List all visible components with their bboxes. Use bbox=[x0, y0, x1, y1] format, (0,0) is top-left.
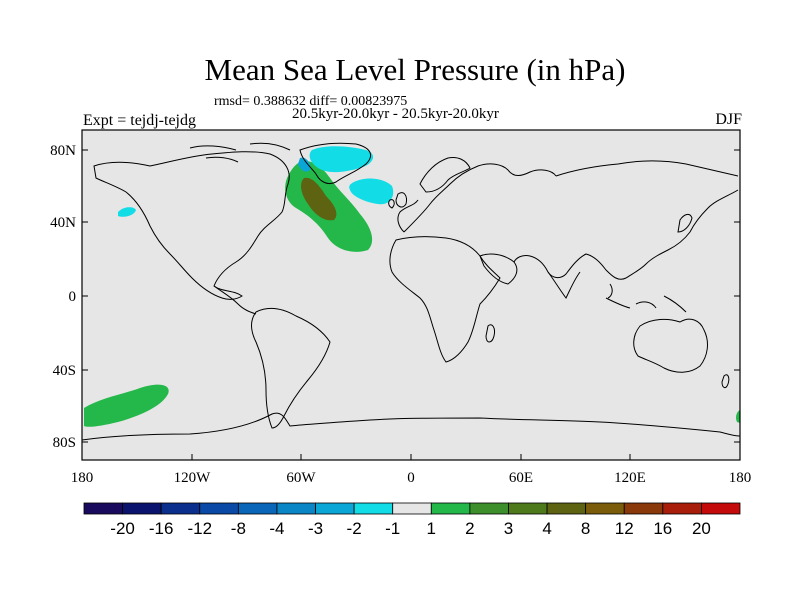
period-text: 20.5kyr-20.0kyr - 20.5kyr-20.0kyr bbox=[292, 106, 499, 122]
colorbar-label: -20 bbox=[110, 519, 135, 538]
map-title: Mean Sea Level Pressure (in hPa) bbox=[204, 52, 626, 87]
lat-label: 80N bbox=[50, 143, 76, 159]
colorbar-label: 2 bbox=[465, 519, 474, 538]
coast-greenland bbox=[299, 142, 372, 185]
colorbar-box bbox=[430, 502, 471, 515]
colorbar-box bbox=[392, 502, 432, 515]
colorbar-label: -4 bbox=[269, 519, 284, 538]
colorbar-labels: -20 -16 -12 -8 -4 -3 -2 -1 1 2 3 4 8 12 16 20 bbox=[110, 519, 711, 538]
longitude-axis bbox=[81, 454, 741, 460]
map-background bbox=[82, 130, 740, 460]
colorbar-label: -3 bbox=[308, 519, 323, 538]
coast-india bbox=[547, 271, 581, 299]
colorbar-box bbox=[469, 502, 509, 515]
coast-british-isles bbox=[388, 192, 407, 209]
lat-label: 40S bbox=[53, 363, 76, 379]
colorbar-label: -16 bbox=[149, 519, 174, 538]
colorbar-box bbox=[546, 502, 587, 515]
colorbar-label: 16 bbox=[653, 519, 672, 538]
stats-text: rmsd= 0.388632 diff= 0.00823975 bbox=[214, 94, 408, 109]
coast-europe bbox=[397, 163, 557, 233]
anomaly-south-pacific-positive bbox=[84, 384, 169, 427]
colorbar-label: -8 bbox=[231, 519, 246, 538]
lon-label: 120E bbox=[614, 470, 646, 486]
colorbar-box bbox=[122, 502, 162, 515]
coast-antarctica bbox=[81, 412, 741, 441]
colorbar-box bbox=[199, 502, 239, 515]
anomaly-pacific-negative bbox=[118, 207, 136, 217]
coast-madagascar bbox=[485, 324, 495, 343]
coast-australia bbox=[633, 318, 708, 373]
colorbar-box bbox=[508, 502, 548, 515]
colorbar-label: 8 bbox=[581, 519, 590, 538]
lon-label: 0 bbox=[407, 470, 415, 486]
coast-central-america bbox=[213, 285, 257, 315]
colorbar-box bbox=[623, 502, 664, 515]
anomaly-greenland-negative bbox=[309, 146, 374, 173]
colorbar bbox=[83, 502, 741, 515]
coast-asia bbox=[513, 160, 739, 280]
colorbar-box bbox=[237, 502, 278, 515]
anomaly-norwegian-negative bbox=[349, 178, 394, 205]
coast-arabia bbox=[479, 253, 518, 285]
coast-scandinavia bbox=[419, 157, 471, 193]
colorbar-box bbox=[315, 502, 355, 515]
coast-arctic-islands bbox=[189, 142, 291, 163]
colorbar-label: 4 bbox=[542, 519, 551, 538]
lat-label: 40N bbox=[50, 215, 76, 231]
coast-africa bbox=[389, 236, 501, 363]
coast-indonesia bbox=[605, 283, 687, 313]
colorbar-box bbox=[662, 502, 702, 515]
lon-label: 180 bbox=[71, 470, 94, 486]
colorbar-label: 20 bbox=[692, 519, 711, 538]
colorbar-label: -2 bbox=[347, 519, 362, 538]
colorbar-label: 1 bbox=[427, 519, 436, 538]
lon-label: 120W bbox=[174, 470, 212, 486]
coastlines bbox=[81, 142, 741, 441]
coast-japan bbox=[677, 213, 693, 233]
colorbar-box bbox=[585, 502, 625, 515]
colorbar-box bbox=[83, 502, 123, 515]
coast-new-zealand bbox=[721, 374, 730, 389]
colorbar-box bbox=[701, 502, 741, 515]
experiment-label: Expt = tejdj-tejdg bbox=[83, 112, 196, 129]
season-label: DJF bbox=[715, 111, 742, 128]
colorbar-label: -12 bbox=[187, 519, 212, 538]
lon-label: 60E bbox=[509, 470, 533, 486]
lat-label: 0 bbox=[69, 289, 77, 305]
latitude-axis bbox=[82, 149, 740, 443]
coast-south-america bbox=[251, 308, 331, 429]
colorbar-label: -1 bbox=[385, 519, 400, 538]
anomaly-north-atlantic-core bbox=[301, 177, 337, 221]
colorbar-label: 12 bbox=[615, 519, 634, 538]
longitude-labels: 180 120W 60W 0 60E 120E 180 bbox=[71, 470, 752, 486]
lon-label: 180 bbox=[729, 470, 752, 486]
anomaly-shading bbox=[84, 146, 740, 427]
colorbar-label: 3 bbox=[504, 519, 513, 538]
anomaly-greenland-negative-core bbox=[298, 157, 311, 172]
lat-label: 80S bbox=[53, 435, 76, 451]
anomaly-east-edge-positive bbox=[736, 410, 740, 423]
colorbar-box bbox=[276, 502, 316, 515]
colorbar-box bbox=[160, 502, 201, 515]
lon-label: 60W bbox=[286, 470, 316, 486]
latitude-labels: 80N 40N 0 40S 80S bbox=[50, 143, 76, 451]
coast-north-america bbox=[93, 151, 290, 300]
colorbar-box bbox=[353, 502, 394, 515]
